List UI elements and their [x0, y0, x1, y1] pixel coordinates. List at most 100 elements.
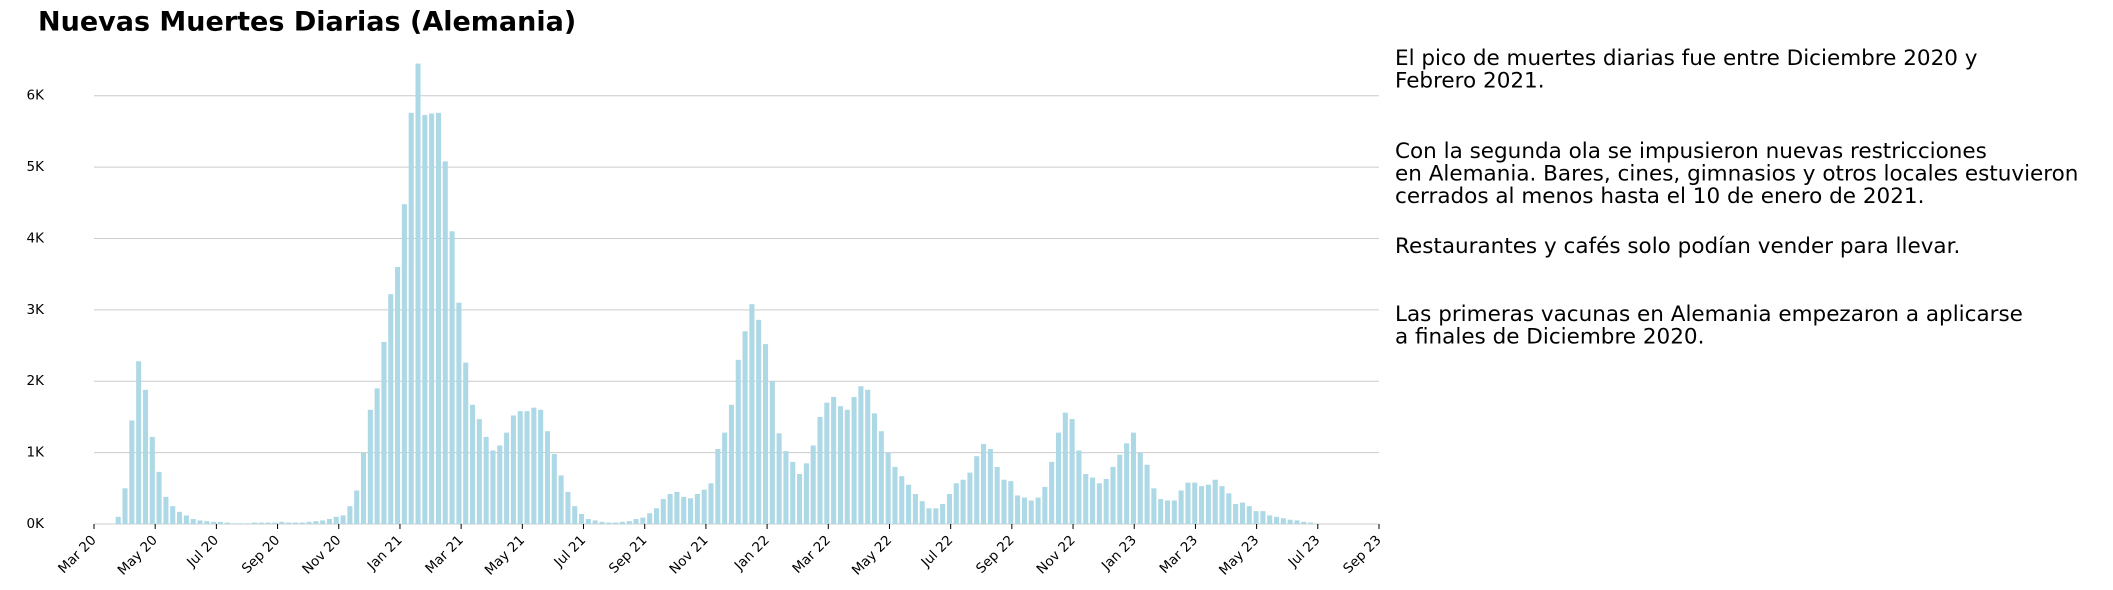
bar: [122, 488, 128, 524]
x-tick-label: Jul 23: [1285, 532, 1324, 571]
bar: [340, 515, 346, 524]
x-tick-label: May 21: [482, 532, 528, 578]
bar: [987, 449, 993, 524]
bar: [1110, 466, 1116, 524]
bar: [653, 508, 660, 524]
bar: [272, 522, 278, 524]
bar: [647, 513, 653, 524]
bar: [429, 113, 435, 525]
annotation: en Alemania. Bares, cines, gimnasios y o…: [1395, 162, 2078, 187]
x-tick-label: Sep 21: [606, 532, 650, 576]
bar: [306, 521, 312, 524]
bar: [504, 432, 510, 524]
bar: [1233, 504, 1239, 524]
bar: [715, 449, 721, 524]
bar: [994, 466, 1000, 524]
bar: [1062, 412, 1068, 524]
bar: [490, 450, 496, 524]
bar: [1280, 518, 1286, 524]
bar: [1253, 511, 1259, 524]
bar: [633, 519, 639, 524]
bar: [776, 433, 782, 524]
bar: [217, 521, 223, 524]
bar: [326, 519, 332, 524]
bar: [946, 494, 952, 524]
bar: [1103, 479, 1109, 524]
bar: [681, 496, 687, 524]
bar: [831, 396, 837, 524]
bar: [756, 319, 762, 524]
annotation: El pico de muertes diarias fue entre Dic…: [1395, 46, 1978, 71]
x-tick-label: Nov 21: [666, 532, 711, 577]
bar: [960, 479, 966, 524]
bar: [1021, 497, 1027, 524]
bar: [286, 522, 292, 524]
bar: [817, 416, 823, 524]
bar: [1219, 486, 1225, 524]
bar: [524, 411, 530, 524]
bar: [619, 521, 625, 524]
x-tick-label: May 20: [115, 532, 161, 578]
x-tick-label: Sep 23: [1340, 532, 1384, 576]
bar: [1294, 520, 1300, 524]
bar: [408, 112, 414, 524]
bar: [824, 402, 830, 524]
bar: [1055, 432, 1062, 524]
x-tick-label: Jul 22: [918, 532, 957, 571]
bar: [565, 491, 571, 524]
bar: [885, 452, 891, 524]
bar: [981, 444, 987, 524]
bar: [231, 523, 237, 524]
bar: [599, 521, 605, 524]
x-tick-label: Mar 22: [789, 532, 834, 577]
bar: [1028, 500, 1034, 524]
bar: [940, 504, 946, 524]
bar: [688, 498, 694, 524]
x-tick-label: Nov 20: [299, 532, 344, 577]
x-tick-label: Sep 22: [973, 532, 1017, 576]
bar: [1158, 499, 1164, 524]
bar: [463, 362, 469, 524]
bar: [1178, 490, 1184, 524]
bar: [912, 494, 918, 524]
bar: [1212, 479, 1218, 524]
bar: [1076, 450, 1082, 524]
y-tick-label: 4K: [27, 230, 46, 246]
bar: [1117, 454, 1123, 524]
bar: [872, 413, 878, 524]
bar: [919, 501, 925, 524]
bar: [851, 396, 857, 524]
bar: [878, 431, 884, 524]
bar: [728, 404, 734, 524]
y-tick-label: 3K: [27, 302, 46, 318]
x-tick-label: Jan 22: [731, 532, 773, 574]
bar: [497, 445, 503, 524]
bar: [1049, 461, 1055, 524]
bar: [810, 445, 816, 524]
y-tick-label: 2K: [27, 373, 46, 389]
x-tick-label: Jul 21: [550, 532, 589, 571]
bar: [538, 409, 544, 524]
bar: [1096, 483, 1102, 524]
bar: [613, 522, 619, 524]
x-tick-label: Nov 22: [1034, 532, 1079, 577]
bar: [367, 409, 373, 524]
bar: [170, 506, 176, 524]
bar: [1260, 511, 1266, 524]
bar: [1246, 506, 1252, 524]
bar: [933, 508, 939, 524]
bar: [1083, 474, 1089, 524]
bar: [722, 432, 728, 524]
bar: [197, 520, 203, 524]
bar: [299, 522, 305, 524]
bar: [115, 516, 121, 524]
bar: [149, 436, 155, 524]
bar: [1035, 497, 1041, 524]
bar: [1239, 502, 1245, 524]
bar: [360, 452, 367, 524]
annotation: Restaurantes y cafés solo podían vender …: [1395, 234, 1960, 259]
bar: [551, 454, 557, 524]
bar: [456, 302, 462, 524]
bar: [592, 520, 598, 524]
bar: [1171, 500, 1177, 524]
